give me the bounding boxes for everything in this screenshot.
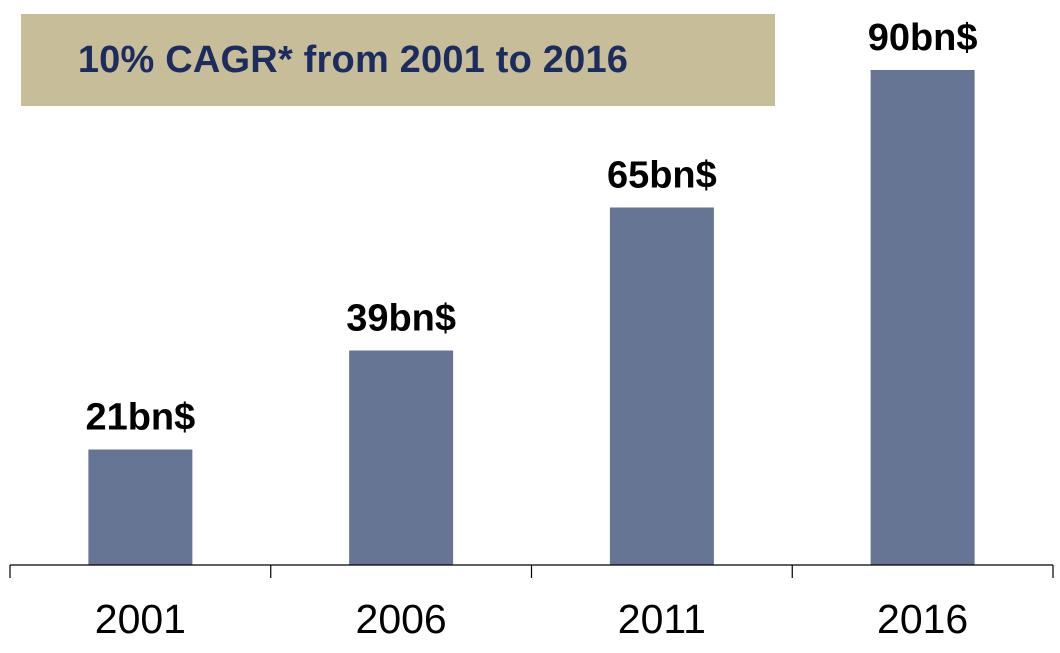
data-label-2001: 21bn$: [85, 397, 195, 439]
cagr-banner-text: 10% CAGR* from 2001 to 2016: [77, 38, 629, 81]
labels-group: 21bn$ 2001 39bn$ 2006 65bn$ 2011 90bn$ 2016: [85, 17, 977, 642]
data-label-2011: 65bn$: [607, 155, 717, 197]
tick-label-2011: 2011: [618, 596, 706, 642]
bar-2016: [870, 70, 975, 565]
data-label-2006: 39bn$: [346, 298, 456, 340]
bar-2001: [88, 449, 193, 565]
data-label-2016: 90bn$: [868, 17, 978, 59]
bar-2011: [609, 207, 714, 565]
tick-label-2016: 2016: [877, 596, 968, 642]
tick-label-2001: 2001: [95, 596, 186, 642]
tick-label-2006: 2006: [356, 596, 447, 642]
cagr-banner: 10% CAGR* from 2001 to 2016: [21, 14, 775, 106]
x-axis: [9, 564, 1054, 578]
bar-2006: [349, 350, 454, 565]
bars-group: [88, 70, 975, 565]
